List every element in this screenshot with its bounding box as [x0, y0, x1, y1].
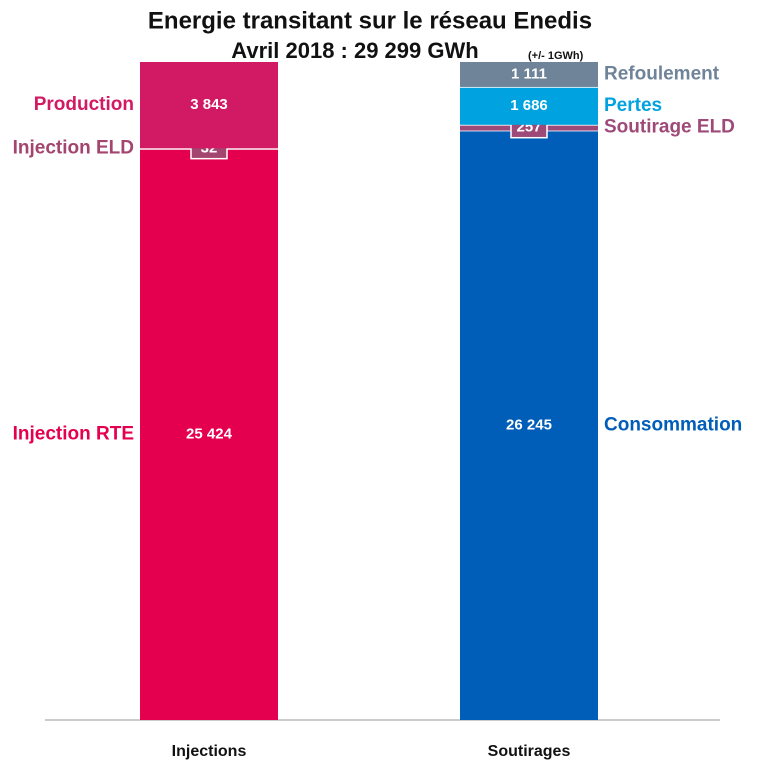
- legend-label: Production: [34, 94, 134, 115]
- legend-label: Consommation: [604, 414, 742, 435]
- legend-label: Injection RTE: [13, 424, 134, 445]
- chart-subtitle: Avril 2018 : 29 299 GWh: [231, 38, 478, 63]
- legend-label: Injection ELD: [13, 138, 134, 159]
- bar-segment: [460, 130, 598, 721]
- value-label: 25 424: [186, 425, 233, 442]
- legend-label: Pertes: [604, 95, 662, 116]
- bar-segment: [460, 62, 598, 87]
- chart-note: (+/- 1GWh): [528, 50, 584, 62]
- bar-segment: [140, 62, 278, 149]
- bar-segment: [460, 86, 598, 125]
- value-label: 26 245: [506, 416, 552, 433]
- bar-segment: [140, 149, 278, 721]
- chart-title: Energie transitant sur le réseau Enedis: [148, 7, 592, 34]
- legend-label: Soutirage ELD: [604, 117, 735, 138]
- value-label: 1 111: [511, 65, 547, 82]
- x-tick-label: Soutirages: [488, 743, 571, 760]
- value-label: 3 843: [190, 96, 228, 113]
- legend-label: Refoulement: [604, 63, 720, 84]
- x-tick-label: Injections: [172, 743, 247, 760]
- value-label: 1 686: [510, 97, 548, 114]
